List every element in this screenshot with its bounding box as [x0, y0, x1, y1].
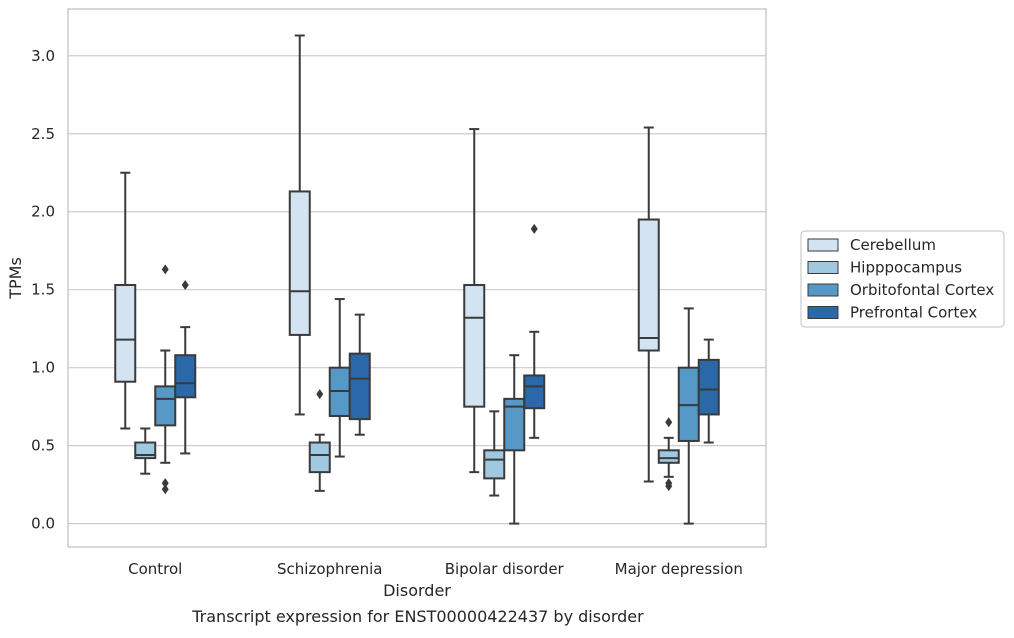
legend-swatch	[807, 306, 839, 319]
y-tick-label: 2.5	[31, 125, 55, 143]
box-iqr	[637, 218, 660, 352]
y-tick-label: 2.0	[31, 203, 55, 221]
legend-swatch	[807, 283, 839, 297]
outlier-point	[161, 478, 169, 489]
x-tick-label: Schizophrenia	[277, 560, 382, 578]
y-tick-label: 1.5	[31, 281, 55, 299]
box-iqr	[523, 374, 546, 410]
box-cerebellum-2	[463, 128, 486, 474]
box-iqr	[288, 190, 311, 336]
box-prefrontal-cortex-3	[697, 338, 720, 444]
box-cerebellum-0	[114, 171, 137, 430]
box-cerebellum-3	[637, 126, 660, 483]
box-iqr	[308, 441, 331, 474]
box-prefrontal-cortex-0	[174, 280, 197, 455]
box-iqr	[174, 354, 197, 399]
box-cerebellum-1	[288, 34, 311, 416]
outlier-point	[665, 417, 673, 428]
y-tick-labels: 0.0 0.5 1.0 1.5 2.0 2.5 3.0	[31, 47, 55, 533]
outlier-point	[665, 481, 673, 492]
box-iqr	[463, 284, 486, 408]
legend-frame	[800, 230, 1005, 328]
y-tick-label: 0.5	[31, 437, 55, 455]
x-tick-label: Major depression	[615, 560, 743, 578]
x-tick-label: Bipolar disorder	[445, 560, 565, 578]
legend-label: Cerebellum	[850, 236, 936, 254]
y-tick-label: 0.0	[31, 515, 55, 533]
box-iqr	[154, 385, 177, 427]
box-iqr	[114, 284, 137, 383]
legend: Cerebellum Hipppocampus Orbitofontal Corte…	[800, 230, 1005, 328]
box-orbitofontal-cortex-1	[328, 298, 351, 458]
legend-label: Hipppocampus	[850, 259, 962, 277]
box-prefrontal-cortex-2	[523, 223, 546, 439]
x-tick-label: Control	[128, 560, 182, 578]
box-hipppocampus-3	[657, 417, 680, 492]
box-iqr	[657, 449, 680, 464]
legend-swatch	[807, 261, 839, 274]
outlier-point	[316, 389, 324, 400]
box-hipppocampus-1	[308, 389, 331, 492]
box-orbitofontal-cortex-2	[503, 354, 526, 525]
box-orbitofontal-cortex-0	[154, 264, 177, 495]
figure-caption: Transcript expression for ENST0000042243…	[191, 607, 644, 626]
box-iqr	[697, 358, 720, 416]
outlier-point	[161, 264, 169, 275]
box-hipppocampus-0	[134, 427, 157, 475]
outlier-point	[530, 223, 538, 234]
y-axis-label: TPMs	[6, 257, 25, 300]
outlier-point	[161, 484, 169, 495]
x-tick-labels: Control Schizophrenia Bipolar disorder Majo…	[128, 560, 743, 578]
box-iqr	[483, 449, 506, 480]
outlier-point	[181, 280, 189, 291]
legend-swatch	[807, 238, 839, 252]
box-prefrontal-cortex-1	[348, 313, 371, 436]
plot-frame	[67, 8, 767, 548]
box-iqr	[503, 397, 526, 452]
legend-label: Prefrontal Cortex	[850, 304, 977, 322]
y-tick-label: 3.0	[31, 47, 55, 65]
x-axis-label: Disorder	[383, 581, 451, 600]
box-orbitofontal-cortex-3	[677, 307, 700, 525]
legend-label: Orbitofontal Cortex	[850, 281, 994, 299]
box-iqr	[348, 352, 371, 421]
box-hipppocampus-2	[483, 410, 506, 497]
box-layer	[114, 34, 720, 525]
y-tick-label: 1.0	[31, 359, 55, 377]
